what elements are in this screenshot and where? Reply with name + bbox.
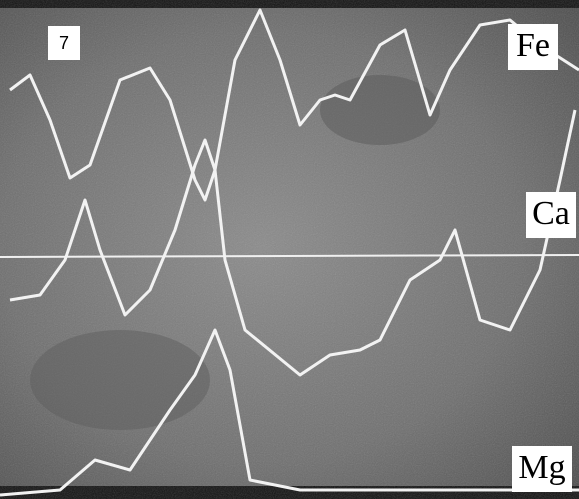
panel-number: 7 xyxy=(59,33,69,53)
fe-label: Fe xyxy=(516,27,550,64)
ca-label: Ca xyxy=(532,195,570,232)
mg-trace xyxy=(0,328,579,497)
mg-label: Mg xyxy=(518,449,565,486)
scan-line xyxy=(0,254,579,258)
label-box xyxy=(526,192,576,238)
dark-region xyxy=(30,330,210,430)
ca-trace xyxy=(9,109,577,377)
label-box xyxy=(512,446,572,492)
fe-trace xyxy=(9,8,579,202)
label-box xyxy=(508,24,558,70)
panel-number-box xyxy=(48,26,80,60)
dark-region xyxy=(320,75,440,145)
